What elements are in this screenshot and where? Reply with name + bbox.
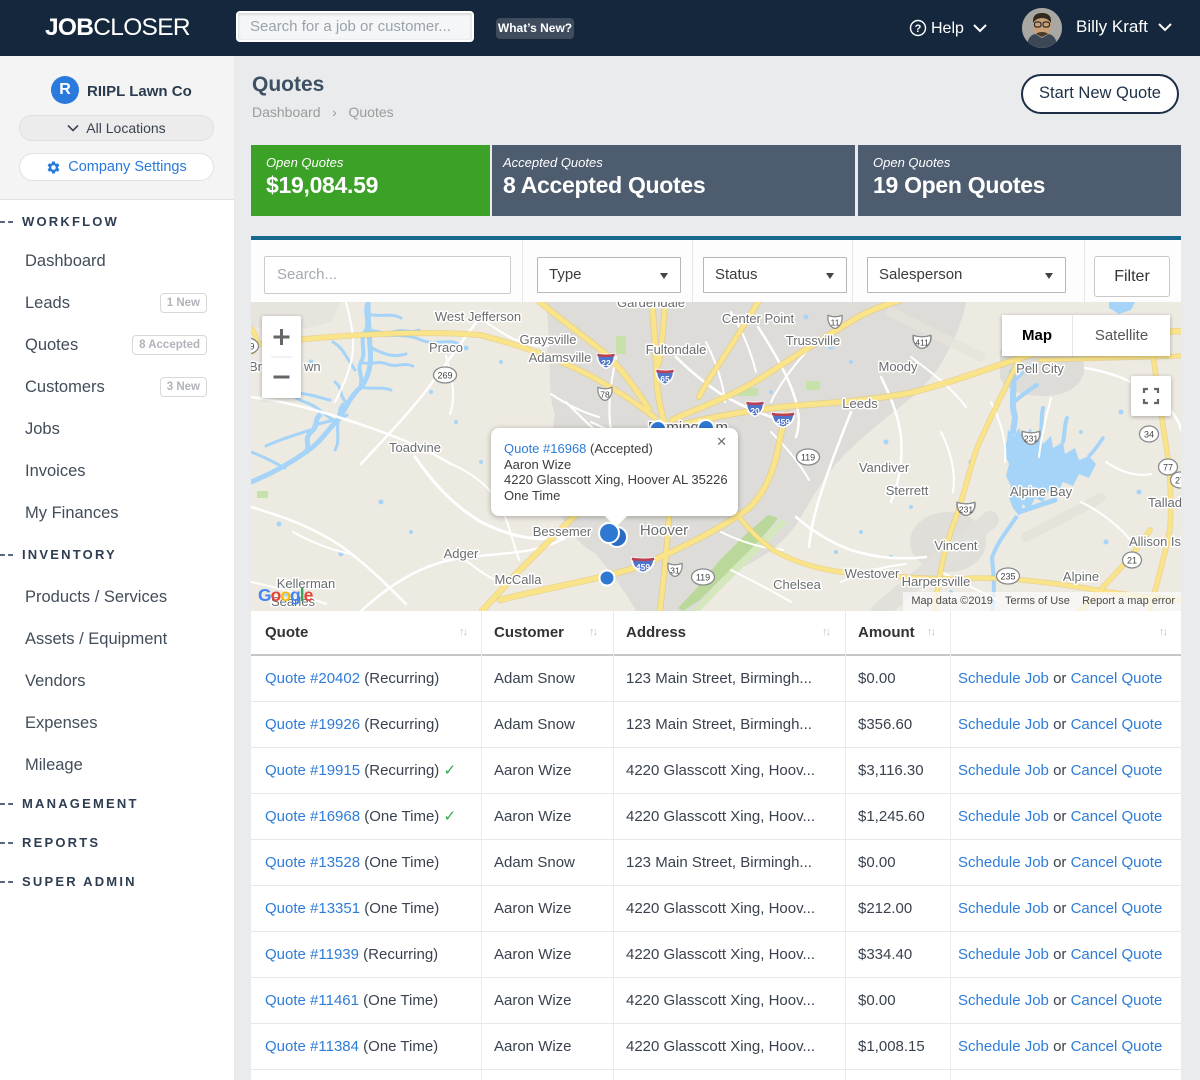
svg-text:Sterrett: Sterrett (886, 483, 929, 498)
svg-text:Alpine: Alpine (1063, 569, 1099, 584)
svg-text:Toadvine: Toadvine (389, 440, 441, 455)
svg-text:65: 65 (660, 374, 670, 384)
svg-text:269: 269 (437, 370, 452, 380)
svg-text:Adger: Adger (444, 546, 479, 561)
svg-text:Hoover: Hoover (640, 522, 688, 539)
svg-text:11: 11 (831, 318, 840, 328)
svg-text:Bessemer: Bessemer (533, 524, 592, 539)
svg-text:235: 235 (1000, 571, 1015, 581)
svg-text:119: 119 (801, 452, 815, 462)
svg-text:?: ? (915, 23, 922, 35)
svg-text:411: 411 (915, 338, 929, 348)
svg-text:Chelsea: Chelsea (773, 577, 821, 592)
svg-text:Br: Br (251, 359, 263, 374)
svg-text:Graysville: Graysville (519, 332, 576, 347)
svg-text:78: 78 (600, 390, 610, 400)
svg-text:21: 21 (1127, 555, 1137, 565)
svg-text:Harpersville: Harpersville (902, 574, 971, 589)
svg-text:22: 22 (601, 358, 611, 368)
svg-text:Adamsville: Adamsville (529, 350, 592, 365)
svg-text:119: 119 (696, 572, 710, 582)
svg-text:Center Point: Center Point (722, 311, 795, 326)
svg-text:Pell City: Pell City (1016, 361, 1064, 376)
svg-text:Praco: Praco (429, 340, 463, 355)
svg-text:20: 20 (750, 406, 760, 416)
svg-text:McCalla: McCalla (495, 572, 543, 587)
svg-text:Alpine Bay: Alpine Bay (1010, 484, 1073, 499)
svg-text:459: 459 (636, 562, 650, 572)
svg-text:231: 231 (959, 505, 973, 515)
svg-text:269: 269 (251, 341, 255, 351)
svg-text:34: 34 (1144, 429, 1154, 439)
svg-text:459: 459 (776, 417, 790, 427)
svg-text:Trussville: Trussville (786, 333, 840, 348)
svg-text:Vincent: Vincent (934, 538, 978, 553)
svg-text:31: 31 (670, 566, 680, 576)
svg-text:Leeds: Leeds (842, 396, 878, 411)
svg-text:Moody: Moody (878, 359, 918, 374)
svg-text:Westover: Westover (845, 566, 900, 581)
svg-text:Gardendale: Gardendale (617, 302, 685, 310)
svg-text:77: 77 (1163, 462, 1173, 472)
svg-text:Help: Help (931, 20, 964, 37)
svg-text:231: 231 (1024, 434, 1038, 444)
svg-text:Kellerman: Kellerman (277, 576, 336, 591)
svg-text:27: 27 (1175, 475, 1181, 485)
svg-text:wn: wn (303, 359, 321, 374)
svg-text:Vandiver: Vandiver (859, 460, 910, 475)
svg-text:Talladega: Talladega (1148, 495, 1181, 510)
svg-text:Allison Isl: Allison Isl (1129, 534, 1181, 549)
svg-text:Searles: Searles (271, 594, 316, 609)
svg-text:Fultondale: Fultondale (646, 342, 707, 357)
svg-text:West Jefferson: West Jefferson (435, 309, 521, 324)
